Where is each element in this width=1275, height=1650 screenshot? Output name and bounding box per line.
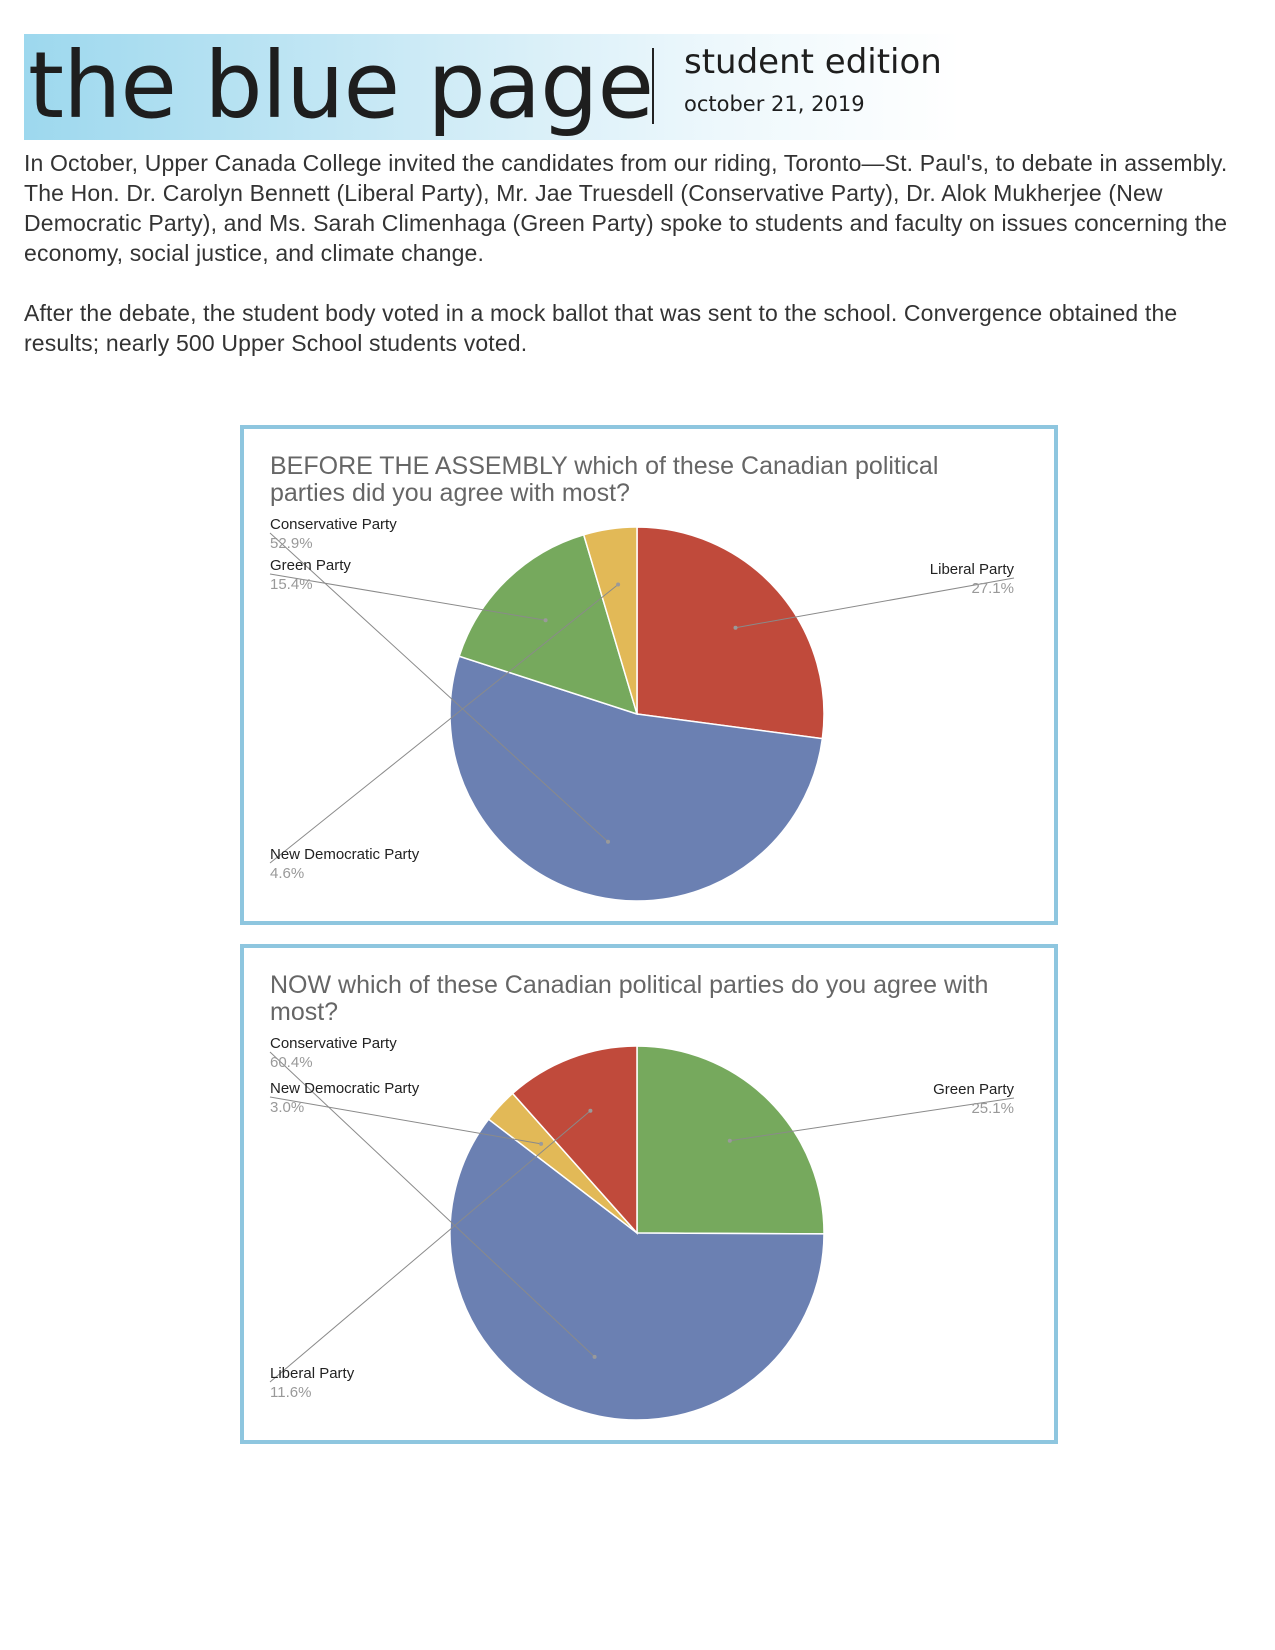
slice-value-conservative-party: 52.9% (270, 535, 313, 552)
slice-value-new-democratic-party: 4.6% (270, 865, 304, 882)
pie-slice-green-party (458, 533, 639, 716)
callout-dot-liberal-party (588, 1108, 593, 1113)
masthead: the blue page student edition october 21… (24, 32, 960, 140)
slice-label-new-democratic-party: New Democratic Party (270, 846, 420, 863)
callout-dot-conservative-party (592, 1354, 597, 1359)
pie-slice-conservative-party (449, 1118, 825, 1421)
pie-chart-svg: Liberal Party 27.1% Conservative Party 52.9… (269, 516, 1015, 902)
callout-dot-new-democratic-party (539, 1141, 544, 1146)
slice-label-liberal-party: Liberal Party (270, 1365, 355, 1382)
callout-line-liberal-party (735, 577, 1015, 629)
article-paragraph: In October, Upper Canada College invited… (24, 150, 1228, 266)
callout-line-liberal-party (269, 1110, 591, 1383)
slice-label-liberal-party: Liberal Party (930, 561, 1015, 578)
callout-line-green-party (269, 573, 546, 621)
pie-chart-svg: Green Party 25.1% Conservative Party 60.4% N… (269, 1035, 1015, 1421)
chart-title: NOW which of these Canadian political pa… (270, 971, 989, 1026)
callout-dot-green-party (727, 1138, 732, 1143)
pie-slice-liberal-party (511, 1045, 638, 1235)
callout-dot-green-party (543, 618, 548, 623)
masthead-edition: student edition (684, 42, 942, 82)
callout-dot-liberal-party (733, 625, 738, 630)
pie-slice-liberal-party (636, 526, 825, 740)
pie-slice-new-democratic-party (582, 526, 638, 715)
slice-value-green-party: 15.4% (270, 576, 313, 593)
pie-chart-now: Green Party 25.1% Conservative Party 60.4% N… (240, 944, 1058, 1444)
slice-label-green-party: Green Party (270, 557, 351, 574)
chart-title: BEFORE THE ASSEMBLY which of these Canad… (270, 452, 939, 507)
slice-value-green-party: 25.1% (971, 1100, 1014, 1117)
slice-label-conservative-party: Conservative Party (270, 1035, 397, 1052)
slice-label-new-democratic-party: New Democratic Party (270, 1080, 420, 1097)
slice-label-conservative-party: Conservative Party (270, 516, 397, 533)
callout-line-conservative-party (269, 1051, 595, 1358)
callout-dot-conservative-party (606, 839, 610, 844)
callout-line-conservative-party (269, 532, 609, 843)
masthead-date: october 21, 2019 (684, 92, 865, 116)
slice-value-new-democratic-party: 3.0% (270, 1099, 304, 1116)
slice-value-liberal-party: 11.6% (270, 1384, 311, 1401)
article-paragraph: After the debate, the student body voted… (24, 300, 1178, 356)
slice-label-green-party: Green Party (933, 1081, 1014, 1098)
masthead-divider (652, 48, 654, 124)
pie-slice-conservative-party (449, 655, 824, 902)
callout-dot-new-democratic-party (616, 582, 621, 587)
callout-line-new-democratic-party (269, 584, 619, 864)
masthead-title: the blue page (28, 32, 654, 139)
pie-chart-before-assembly: Liberal Party 27.1% Conservative Party 52.9… (240, 425, 1058, 925)
slice-value-conservative-party: 60.4% (270, 1054, 313, 1071)
callout-line-new-democratic-party (269, 1096, 542, 1145)
article-body: In October, Upper Canada College invited… (24, 148, 1249, 358)
callout-line-green-party (729, 1097, 1015, 1142)
slice-value-liberal-party: 27.1% (971, 580, 1014, 597)
